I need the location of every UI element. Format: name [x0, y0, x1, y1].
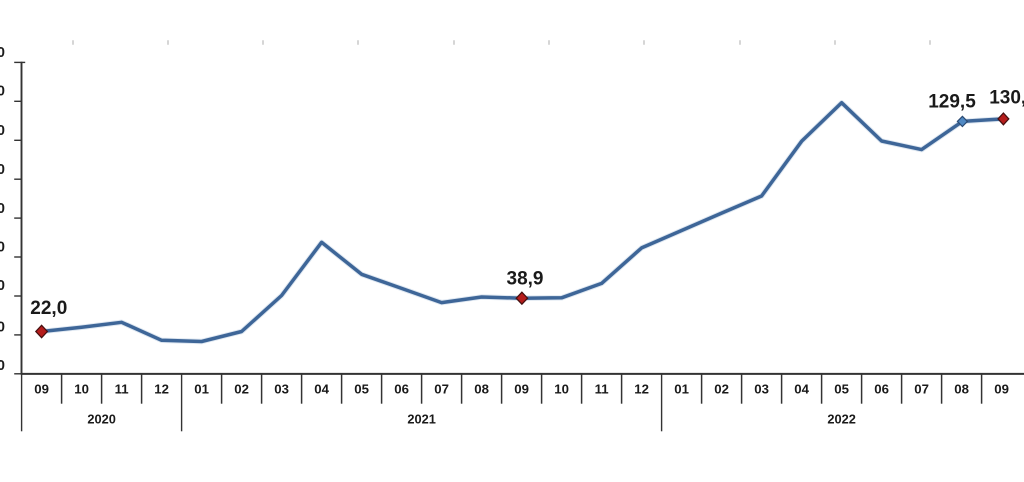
svg-text:40,0: 40,0 [0, 278, 5, 294]
svg-text:2021: 2021 [407, 411, 435, 426]
svg-text:12: 12 [154, 381, 169, 396]
svg-text:11: 11 [115, 381, 129, 396]
svg-text:09: 09 [514, 381, 529, 396]
svg-text:04: 04 [794, 381, 809, 396]
svg-text:22,0: 22,0 [30, 298, 67, 319]
svg-text:100,0: 100,0 [0, 162, 5, 178]
svg-text:60,0: 60,0 [0, 240, 5, 256]
svg-text:03: 03 [754, 381, 769, 396]
svg-text:01: 01 [674, 381, 689, 396]
svg-text:02: 02 [714, 381, 729, 396]
svg-text:06: 06 [874, 381, 889, 396]
svg-text:10: 10 [554, 381, 569, 396]
svg-text:03: 03 [274, 381, 289, 396]
svg-text:12: 12 [634, 381, 649, 396]
svg-text:08: 08 [474, 381, 489, 396]
svg-text:120,0: 120,0 [0, 123, 5, 139]
svg-text:10: 10 [74, 381, 89, 396]
svg-text:2022: 2022 [827, 411, 855, 426]
svg-text:08: 08 [954, 381, 969, 396]
svg-text:38,9: 38,9 [507, 268, 544, 289]
svg-text:01: 01 [194, 381, 209, 396]
svg-text:160,0: 160,0 [0, 45, 5, 61]
svg-text:09: 09 [34, 381, 49, 396]
svg-text:06: 06 [394, 381, 409, 396]
svg-text:11: 11 [595, 381, 609, 396]
svg-text:09: 09 [994, 381, 1009, 396]
svg-text:05: 05 [834, 381, 849, 396]
svg-text:02: 02 [234, 381, 249, 396]
svg-text:05: 05 [354, 381, 369, 396]
svg-text:04: 04 [314, 381, 329, 396]
svg-text:140,0: 140,0 [0, 84, 5, 100]
svg-text:2020: 2020 [87, 411, 115, 426]
svg-text:0,0: 0,0 [0, 358, 5, 374]
svg-text:130,9: 130,9 [989, 87, 1024, 108]
svg-text:129,5: 129,5 [928, 91, 976, 112]
svg-text:80,0: 80,0 [0, 201, 5, 217]
svg-text:07: 07 [914, 381, 929, 396]
svg-text:20,0: 20,0 [0, 319, 5, 335]
svg-text:07: 07 [434, 381, 449, 396]
